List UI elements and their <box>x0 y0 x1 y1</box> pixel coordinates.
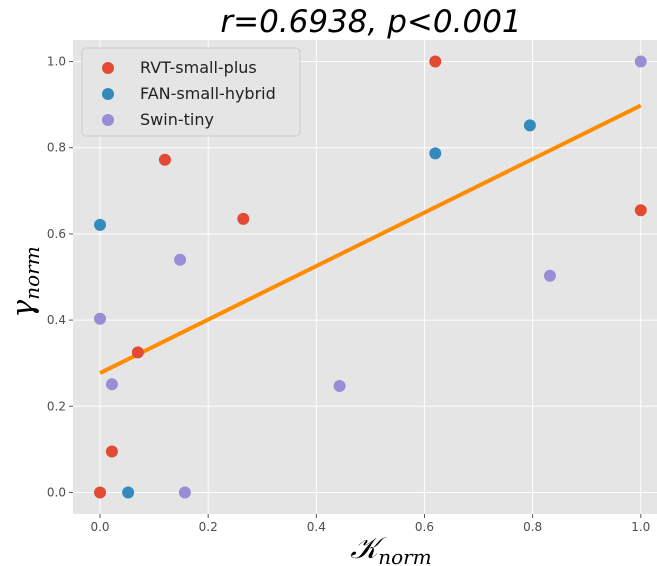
legend-marker-swin-tiny <box>102 114 114 126</box>
y-tick-label: 0.2 <box>47 399 66 413</box>
point-rvt-small-plus <box>429 55 442 68</box>
x-tick-label: 0.0 <box>90 520 109 534</box>
point-swin-tiny <box>333 380 346 393</box>
x-axis-ticks: 0.0 0.2 0.4 0.6 0.8 1.0 <box>90 514 650 534</box>
x-tick-label: 1.0 <box>631 520 650 534</box>
y-tick-label: 0.4 <box>47 313 66 327</box>
point-fan-small-hybrid <box>94 218 107 231</box>
point-swin-tiny <box>178 486 191 499</box>
chart-title: r=0.6938, p<0.001 <box>220 4 521 40</box>
legend-label-swin-tiny: Swin-tiny <box>140 110 214 129</box>
legend-box <box>81 47 301 137</box>
point-swin-tiny <box>105 378 118 391</box>
legend-marker-rvt-small-plus <box>102 62 114 74</box>
y-tick-label: 0.8 <box>47 141 66 155</box>
y-axis-label: γnorm <box>6 246 44 317</box>
data-points <box>94 55 647 499</box>
point-fan-small-hybrid <box>523 119 536 132</box>
point-swin-tiny <box>543 269 556 282</box>
legend-label-fan-small-hybrid: FAN-small-hybrid <box>140 84 276 103</box>
point-rvt-small-plus <box>158 153 171 166</box>
x-tick-label: 0.2 <box>199 520 218 534</box>
regression-line <box>99 103 642 375</box>
y-tick-label: 1.0 <box>47 55 66 69</box>
point-fan-small-hybrid <box>429 147 442 160</box>
point-swin-tiny <box>94 312 107 325</box>
point-rvt-small-plus <box>634 204 647 217</box>
point-rvt-small-plus <box>131 346 144 359</box>
y-tick-label: 0.0 <box>47 485 66 499</box>
y-tick-label: 0.6 <box>47 227 66 241</box>
point-fan-small-hybrid <box>122 486 135 499</box>
legend-marker-fan-small-hybrid <box>102 88 114 100</box>
x-tick-label: 0.4 <box>307 520 326 534</box>
y-axis-ticks: 0.0 0.2 0.4 0.6 0.8 1.0 <box>47 55 73 499</box>
regression-line-group <box>99 103 642 375</box>
x-tick-label: 0.8 <box>523 520 542 534</box>
point-rvt-small-plus <box>94 486 107 499</box>
legend: RVT-small-plus FAN-small-hybrid Swin-tiny <box>81 47 301 137</box>
point-rvt-small-plus <box>237 212 250 225</box>
legend-label-rvt-small-plus: RVT-small-plus <box>140 58 257 77</box>
x-tick-label: 0.6 <box>415 520 434 534</box>
point-rvt-small-plus <box>105 445 118 458</box>
x-axis-label: 𝒦norm <box>350 531 431 566</box>
point-swin-tiny <box>634 55 647 68</box>
point-swin-tiny <box>174 253 187 266</box>
